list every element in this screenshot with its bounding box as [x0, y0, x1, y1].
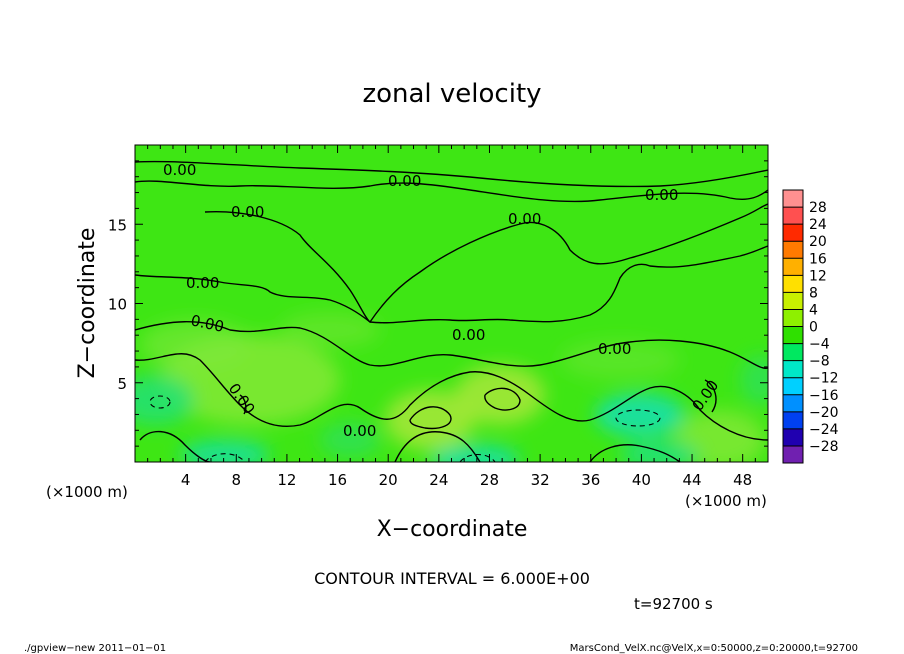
colorbar-label: 20 [809, 234, 827, 250]
colorbar-swatch [783, 207, 803, 225]
x-tick-label: 20 [379, 471, 398, 489]
y-axis: 5 10 15 [108, 160, 768, 447]
contour-label: 0.00 [508, 210, 541, 228]
contour-label: 0.00 [343, 422, 376, 440]
time-text: t=92700 s [634, 595, 713, 613]
colorbar-swatch [783, 275, 803, 293]
colorbar-label: 24 [809, 217, 827, 233]
y-axis-label: Z−coordinate [75, 228, 100, 379]
plot-area [135, 145, 768, 462]
colorbar-swatch [783, 309, 803, 327]
x-tick-label: 24 [429, 471, 448, 489]
colorbar-label: −16 [809, 388, 839, 404]
contour-lines [135, 160, 768, 462]
colorbar-swatch [783, 241, 803, 259]
colorbar-label: −4 [809, 337, 830, 353]
negative-contours [149, 395, 661, 462]
colorbar-label: −28 [809, 439, 839, 455]
x-tick-label: 4 [181, 471, 191, 489]
x-tick-label: 16 [328, 471, 347, 489]
contour-label: 0.00 [163, 161, 196, 179]
contour-label: 0.00 [231, 203, 264, 221]
contour-label: 0.00 [645, 186, 678, 204]
x-tick-label: 28 [480, 471, 499, 489]
colorbar-label: 8 [809, 285, 818, 301]
colorbar-swatch [783, 445, 803, 464]
x-tick-label: 36 [581, 471, 600, 489]
colorbar-swatch [783, 190, 803, 208]
colorbar-swatch [783, 292, 803, 310]
colorbar-swatch [783, 360, 803, 378]
colorbar-swatch [783, 224, 803, 242]
colorbar-swatch [783, 377, 803, 396]
x-tick-label: 8 [232, 471, 242, 489]
colorbar-label: −12 [809, 371, 839, 387]
contour-interval-text: CONTOUR INTERVAL = 6.000E+00 [314, 569, 590, 588]
x-tick-label: 32 [531, 471, 550, 489]
colorbar-label: 16 [809, 251, 827, 267]
colorbar-label: 0 [809, 320, 818, 336]
colorbar-label: 4 [809, 302, 818, 318]
x-tick-label: 44 [682, 471, 701, 489]
colorbar-label: −8 [809, 354, 830, 370]
x-unit-label: (×1000 m) [685, 492, 767, 510]
x-axis-label: X−coordinate [377, 517, 528, 542]
x-axis: 4 8 12 16 20 24 28 32 36 40 44 48 [147, 145, 756, 489]
colorbar-swatch [783, 343, 803, 361]
colorbar-swatch [783, 326, 803, 344]
colorbar-swatch [783, 411, 803, 430]
colorbar-swatch [783, 428, 803, 447]
x-tick-label: 40 [632, 471, 651, 489]
chart-title: zonal velocity [362, 79, 541, 109]
x-tick-label: 12 [277, 471, 296, 489]
contour-label: 0.00 [388, 172, 421, 190]
colorbar-label: −24 [809, 422, 839, 438]
y-unit-label: (×1000 m) [46, 483, 128, 501]
y-tick-label: 15 [108, 216, 127, 234]
x-tick-label: 48 [733, 471, 752, 489]
colorbar-swatch [783, 394, 803, 413]
y-tick-label: 5 [117, 375, 127, 393]
colorbar-label: 12 [809, 268, 827, 284]
footer-left: ./gpview−new 2011−01−01 [24, 643, 166, 654]
colorbar-label: 28 [809, 200, 827, 216]
footer-right: MarsCond_VelX.nc@VelX,x=0:50000,z=0:2000… [570, 643, 858, 654]
contour-label: 0.00 [186, 274, 219, 292]
colorbar-label: −20 [809, 405, 839, 421]
contour-label: 0.00 [598, 340, 631, 358]
colorbar-swatch [783, 258, 803, 276]
y-tick-label: 10 [108, 296, 127, 314]
contour-label: 0.00 [452, 326, 485, 344]
